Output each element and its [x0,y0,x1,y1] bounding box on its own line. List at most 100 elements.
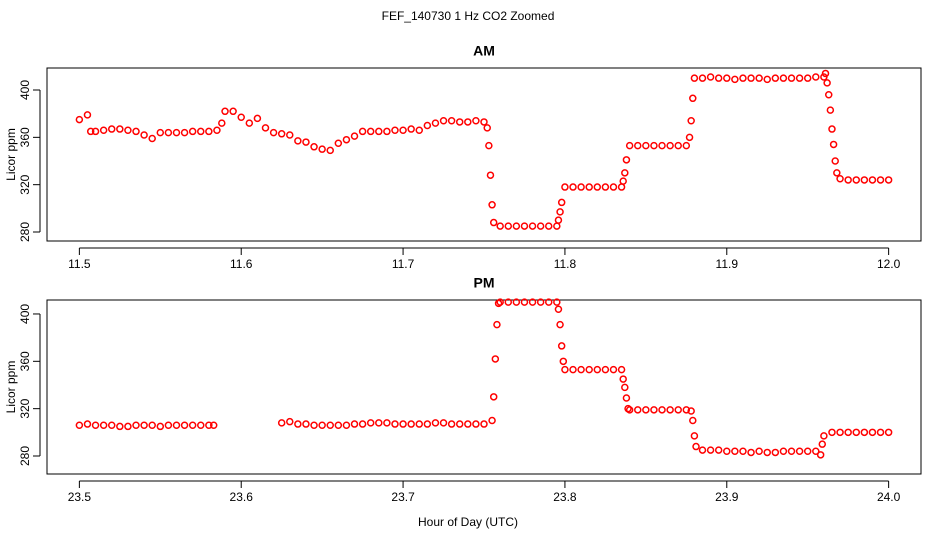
point [423,420,432,428]
point [650,141,658,150]
point [634,141,642,150]
point [493,320,501,329]
point [485,141,493,150]
x-tick-label: 23.8 [553,490,577,504]
point [682,141,691,150]
point [116,422,124,431]
x-tick-label: 23.9 [715,490,739,504]
y-tick-label: 400 [18,304,32,324]
point [188,127,197,136]
x-tick-label: 23.7 [391,490,415,504]
point [836,175,844,183]
y-tick-label: 360 [18,127,32,147]
point [464,420,472,428]
point [868,176,877,184]
point [763,75,771,84]
point [391,420,399,428]
point [682,406,691,414]
point [342,135,351,144]
point [690,74,699,82]
point [823,79,831,87]
point [358,420,367,428]
point [557,342,566,350]
point [698,446,707,454]
point [706,73,715,81]
point [99,421,108,429]
point [132,421,140,429]
point [188,421,197,429]
point [658,141,666,150]
x-tick-label: 11.6 [230,257,253,271]
point [472,420,480,428]
point [528,222,537,230]
point [803,447,812,456]
point [852,176,861,184]
point [269,128,278,137]
point [310,421,318,429]
point [621,169,629,177]
point [326,146,334,155]
y-tick-label: 360 [18,351,32,371]
point [771,74,780,82]
point [690,432,699,440]
point [366,127,375,136]
point [520,222,529,230]
point [828,428,836,437]
point [685,133,694,142]
point [844,428,852,437]
point [156,422,165,431]
point [107,125,116,133]
point [326,421,334,429]
point [83,111,92,119]
point [650,406,658,414]
point [755,447,763,456]
point [439,419,448,427]
point [666,406,674,414]
point [528,298,537,306]
point [375,419,383,427]
point [609,365,618,374]
point [779,74,788,82]
point [318,145,326,153]
point [826,106,835,114]
point [455,420,464,428]
point [504,298,513,306]
point [674,141,682,150]
point [860,176,869,184]
y-axis-label: Licor ppm [4,361,18,414]
point [415,126,424,134]
point [536,298,545,306]
point [75,421,84,429]
point [884,428,893,437]
point [140,421,148,429]
point [164,421,173,429]
point [431,419,440,427]
point [625,141,634,150]
point [350,132,359,140]
point [561,365,569,374]
point [132,127,140,136]
point [577,183,585,191]
y-tick-label: 320 [18,174,32,194]
point [585,183,593,191]
point [447,117,456,125]
point [504,222,513,230]
point [876,176,885,184]
point [692,442,700,451]
point [619,375,627,383]
point [486,171,495,179]
point [622,156,631,164]
point [512,222,521,230]
point [536,222,545,230]
point [634,406,642,414]
point [334,421,343,429]
point [706,446,715,454]
point [286,131,294,139]
point [625,406,634,414]
x-tick-label: 23.6 [230,490,254,504]
point [164,128,173,137]
point [99,126,108,134]
point [431,119,440,127]
point [358,127,367,136]
point [310,143,318,151]
